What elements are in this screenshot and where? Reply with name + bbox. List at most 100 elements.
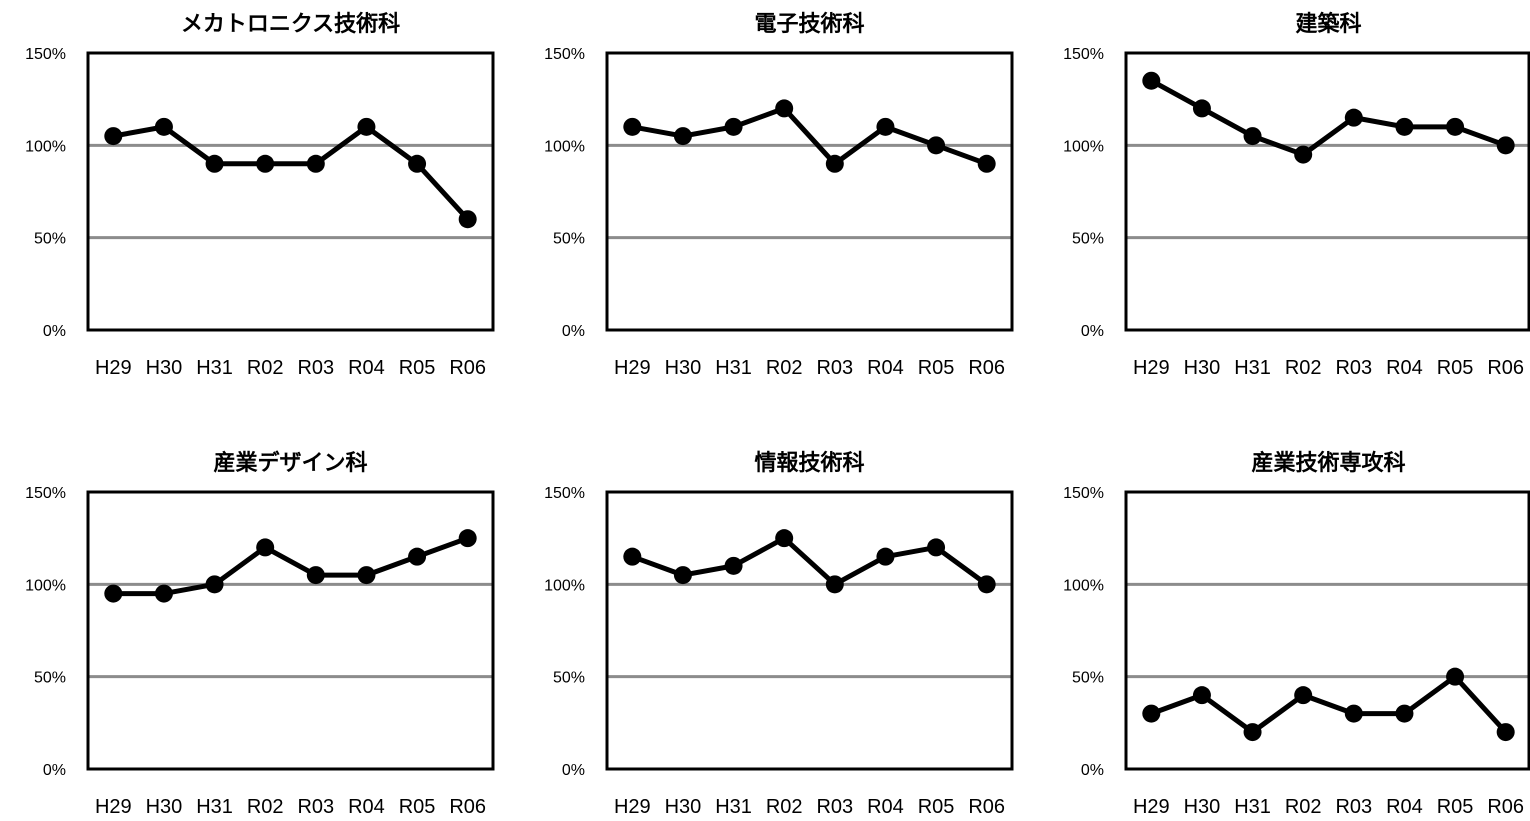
data-point (104, 584, 123, 603)
x-tick-label: H30 (665, 357, 702, 379)
data-point (205, 154, 224, 173)
y-tick-label: 50% (553, 670, 585, 687)
y-tick-label: 0% (562, 323, 585, 340)
y-tick-label: 0% (562, 762, 585, 779)
data-point (623, 117, 642, 136)
y-tick-label: 100% (25, 138, 66, 155)
x-tick-label: H31 (196, 357, 233, 379)
chart-panel-5: 情報技術科 0% 50% 100% 150% H29 H30 H31 R02 R03 R04 R05 R… (544, 450, 1014, 818)
plot-area-border (86, 51, 495, 332)
data-point (1344, 704, 1363, 723)
data-point (825, 154, 844, 173)
y-tick-label: 150% (25, 46, 66, 63)
x-tick-label: H29 (95, 357, 132, 379)
plot-area-border (605, 490, 1014, 771)
data-point (1243, 723, 1262, 742)
data-point (1395, 117, 1414, 136)
plot-area-border (86, 490, 495, 771)
x-tick-label: R03 (1335, 796, 1372, 818)
x-tick-label: R05 (1437, 796, 1474, 818)
x-tick-label: H31 (715, 796, 752, 818)
x-tick-label: R03 (297, 796, 334, 818)
data-point (927, 136, 946, 155)
y-tick-label: 150% (544, 485, 585, 502)
x-tick-label: R04 (867, 357, 904, 379)
data-point (673, 127, 692, 146)
x-tick-label: H30 (1184, 357, 1221, 379)
chart-panel-4: 産業デザイン科 0% 50% 100% 150% H29 H30 H31 R02 R03 R04 R0… (25, 450, 495, 818)
chart-title: 産業デザイン科 (213, 450, 367, 476)
data-point (927, 538, 946, 557)
data-point (1192, 686, 1211, 705)
data-point (1142, 704, 1161, 723)
y-tick-label: 150% (1063, 46, 1104, 63)
data-point (1192, 99, 1211, 118)
x-tick-label: H31 (1234, 796, 1271, 818)
chart-title: 建築科 (1295, 11, 1361, 37)
data-point (1496, 136, 1515, 155)
x-tick-label: R03 (1335, 357, 1372, 379)
x-tick-label: R05 (1437, 357, 1474, 379)
data-point (1243, 127, 1262, 146)
y-tick-label: 150% (544, 46, 585, 63)
x-tick-label: R02 (766, 796, 803, 818)
series-line (112, 124, 470, 221)
y-tick-label: 150% (25, 485, 66, 502)
y-tick-label: 0% (1081, 323, 1104, 340)
x-tick-label: R04 (867, 796, 904, 818)
y-tick-label: 0% (1081, 762, 1104, 779)
chart-title: 産業技術専攻科 (1251, 450, 1405, 476)
chart-panel-1: メカトロニクス技術科 0% 50% 100% 150% H29 H30 H31 R02 R03 R0… (25, 11, 495, 379)
x-tick-label: H30 (1184, 796, 1221, 818)
x-tick-label: H31 (1234, 357, 1271, 379)
plot-area-border (1124, 51, 1530, 332)
y-tick-label: 100% (1063, 138, 1104, 155)
x-tick-label: R02 (247, 796, 284, 818)
data-point (256, 538, 275, 557)
data-point (1395, 704, 1414, 723)
x-tick-label: R06 (968, 796, 1005, 818)
y-tick-label: 150% (1063, 485, 1104, 502)
data-point (1294, 686, 1313, 705)
x-tick-label: H29 (614, 796, 651, 818)
x-tick-label: H29 (95, 796, 132, 818)
data-point (306, 154, 325, 173)
x-tick-label: H31 (196, 796, 233, 818)
x-tick-label: H29 (1133, 796, 1170, 818)
data-point (458, 529, 477, 548)
chart-panel-3: 建築科 0% 50% 100% 150% H29 H30 H31 R02 R03 R04 R05 R06 (1063, 11, 1530, 379)
y-tick-label: 0% (43, 323, 66, 340)
x-tick-label: H29 (614, 357, 651, 379)
series-line (1150, 674, 1508, 735)
data-point (205, 575, 224, 594)
x-tick-label: R02 (766, 357, 803, 379)
series-line (1150, 78, 1507, 158)
y-tick-label: 100% (1063, 577, 1104, 594)
data-point (977, 154, 996, 173)
x-tick-label: R05 (918, 796, 955, 818)
chart-title: 情報技術科 (754, 450, 864, 476)
x-tick-label: R04 (1386, 357, 1423, 379)
data-point (1446, 667, 1465, 686)
data-point (357, 117, 376, 136)
x-tick-label: R03 (297, 357, 334, 379)
x-tick-label: R06 (968, 357, 1005, 379)
x-tick-label: R05 (399, 796, 436, 818)
chart-panel-2: 電子技術科 0% 50% 100% 150% H29 H30 H31 R02 R03 R04 R05 R… (544, 11, 1014, 379)
x-tick-label: H30 (146, 796, 183, 818)
y-tick-label: 100% (544, 138, 585, 155)
x-tick-label: R06 (449, 796, 486, 818)
y-tick-label: 50% (553, 231, 585, 248)
data-point (1446, 117, 1465, 136)
x-tick-label: R02 (1285, 357, 1322, 379)
chart-panel-6: 産業技術専攻科 0% 50% 100% 150% H29 H30 H31 R02 R03 R04 R0… (1063, 450, 1530, 818)
chart-title: 電子技術科 (754, 11, 864, 37)
data-point (825, 575, 844, 594)
x-tick-label: H31 (715, 357, 752, 379)
data-point (775, 99, 794, 118)
data-point (977, 575, 996, 594)
plot-area-border (605, 51, 1014, 332)
x-tick-label: R02 (247, 357, 284, 379)
y-tick-label: 100% (544, 577, 585, 594)
